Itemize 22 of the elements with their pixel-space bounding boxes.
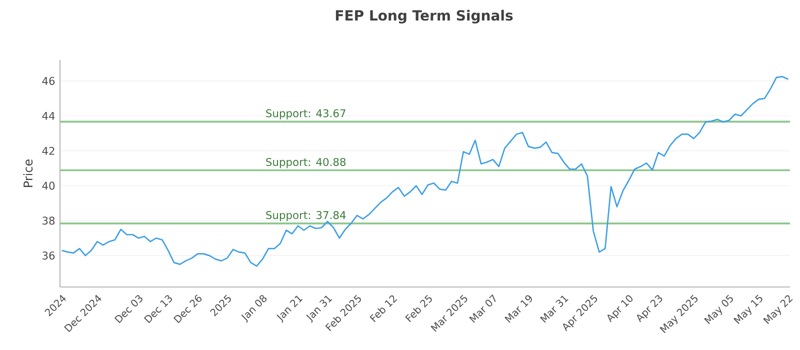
- ref-line-label: Support: 37.84: [266, 211, 346, 222]
- x-tick-label: Dec 13: [144, 295, 172, 324]
- y-tick-label: 40: [42, 182, 55, 190]
- x-tick-label: Jan 31: [306, 296, 332, 323]
- x-tick-label: Jan 21: [276, 296, 303, 323]
- y-tick-label: 36: [42, 252, 55, 260]
- x-tick-label: Feb 25: [405, 294, 432, 322]
- x-tick-label: Dec 03: [114, 295, 142, 324]
- x-tick-label: Apr 10: [607, 295, 633, 322]
- ref-line-label: Support: 43.67: [266, 109, 346, 120]
- x-tick-label: Mar 07: [469, 294, 496, 323]
- y-tick-label: 38: [42, 216, 55, 225]
- chart-title: FEP Long Term Signals: [336, 10, 513, 24]
- x-tick-label: Feb 12: [370, 295, 398, 322]
- y-tick-label: 44: [42, 112, 55, 120]
- x-tick-label: Apr 23: [636, 295, 662, 322]
- x-tick-label: Jan 08: [241, 295, 267, 323]
- y-axis-title: Price: [23, 159, 33, 187]
- ref-line-label: Support: 40.88: [266, 158, 346, 168]
- x-tick-label: Dec 26: [173, 294, 202, 324]
- y-tick-label: 46: [42, 76, 55, 85]
- y-tick-label: 42: [42, 146, 54, 155]
